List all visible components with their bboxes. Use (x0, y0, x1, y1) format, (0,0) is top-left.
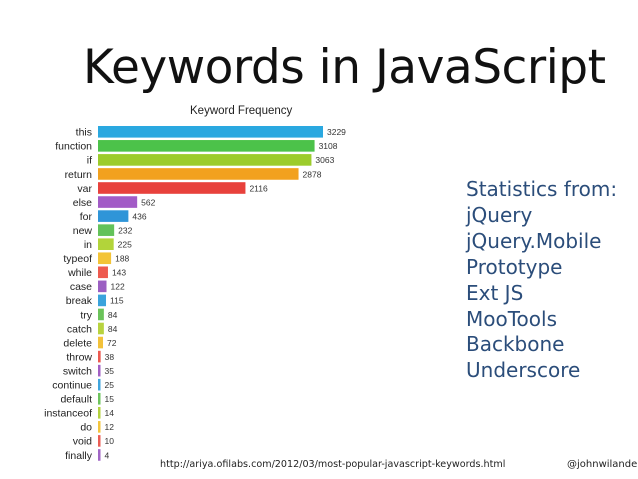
category-label-for: for (80, 211, 93, 223)
stats-heading: Statistics from: (466, 177, 618, 201)
value-label-var: 2116 (249, 183, 268, 193)
category-label-try: try (80, 309, 92, 321)
category-label-function: function (55, 141, 92, 153)
category-label-catch: catch (67, 323, 92, 335)
value-label-switch: 35 (105, 366, 115, 376)
category-label-delete: delete (63, 337, 92, 349)
category-label-throw: throw (66, 351, 92, 363)
value-label-else: 562 (141, 197, 155, 207)
bar-while (98, 266, 108, 279)
value-label-return: 2878 (303, 169, 322, 179)
bar-finally (98, 449, 101, 461)
category-label-break: break (66, 295, 93, 307)
author-handle: @johnwilander (567, 459, 638, 470)
value-label-throw: 38 (105, 352, 115, 362)
source-url: http://ariya.ofilabs.com/2012/03/most-po… (160, 459, 506, 470)
value-label-function: 3108 (319, 141, 338, 151)
value-label-void: 10 (105, 436, 115, 446)
category-label-var: var (77, 183, 92, 195)
category-label-typeof: typeof (63, 253, 92, 265)
value-label-case: 122 (111, 282, 125, 292)
category-label-switch: switch (63, 365, 92, 377)
category-label-while: while (67, 267, 92, 279)
bar-else (98, 196, 138, 208)
bar-try (98, 308, 104, 321)
bar-var (98, 182, 246, 194)
slide-title: Keywords in JavaScript (83, 40, 606, 95)
value-label-while: 143 (112, 268, 126, 278)
bar-continue (98, 378, 101, 391)
category-label-continue: continue (52, 380, 92, 392)
bar-default (98, 392, 101, 405)
value-label-catch: 84 (108, 324, 118, 334)
value-label-if: 3063 (315, 155, 334, 165)
bar-this (98, 126, 323, 138)
bar-throw (98, 350, 101, 363)
category-label-this: this (76, 127, 92, 139)
value-label-do: 12 (105, 422, 115, 432)
source-ext-js: Ext JS (466, 280, 524, 305)
bar-void (98, 435, 101, 447)
bar-if (98, 154, 312, 166)
category-label-else: else (73, 197, 92, 209)
bar-break (98, 294, 107, 307)
category-label-return: return (65, 169, 93, 181)
bar-case (98, 280, 107, 293)
category-label-do: do (80, 422, 92, 434)
category-label-case: case (70, 281, 92, 293)
category-label-instanceof: instanceof (44, 408, 92, 420)
value-label-default: 15 (105, 394, 115, 404)
value-label-for: 436 (132, 211, 146, 221)
value-label-delete: 72 (107, 338, 117, 348)
bar-switch (98, 364, 101, 377)
bar-function (98, 140, 315, 152)
bar-delete (98, 336, 104, 349)
source-backbone: Backbone (466, 332, 565, 357)
value-label-in: 225 (118, 240, 132, 250)
bar-new (98, 224, 115, 236)
source-jquery-mobile: jQuery.Mobile (466, 228, 602, 253)
value-label-this: 3229 (327, 127, 346, 137)
value-label-continue: 25 (105, 380, 115, 390)
source-jquery: jQuery (466, 202, 533, 227)
value-label-break: 115 (110, 296, 124, 306)
value-label-instanceof: 14 (105, 408, 115, 418)
bar-for (98, 210, 129, 222)
statistics-sources: Statistics from: jQuery jQuery.Mobile Pr… (466, 177, 617, 384)
category-label-if: if (87, 155, 92, 167)
bar-do (98, 421, 101, 433)
source-mootools: MooTools (466, 306, 557, 331)
value-label-new: 232 (118, 225, 132, 235)
category-label-finally: finally (65, 450, 93, 462)
value-label-finally: 4 (105, 450, 110, 460)
bar-in (98, 238, 114, 250)
bar-return (98, 168, 299, 180)
source-prototype: Prototype (466, 254, 563, 279)
value-label-typeof: 188 (115, 254, 129, 264)
bar-catch (98, 322, 104, 335)
category-label-default: default (60, 394, 92, 406)
source-underscore: Underscore (466, 358, 581, 383)
value-label-try: 84 (108, 310, 118, 320)
category-label-void: void (73, 436, 92, 448)
bar-typeof (98, 252, 112, 265)
chart-title: Keyword Frequency (190, 105, 293, 117)
category-label-in: in (84, 239, 92, 251)
category-label-new: new (73, 225, 93, 237)
bar-instanceof (98, 407, 101, 419)
